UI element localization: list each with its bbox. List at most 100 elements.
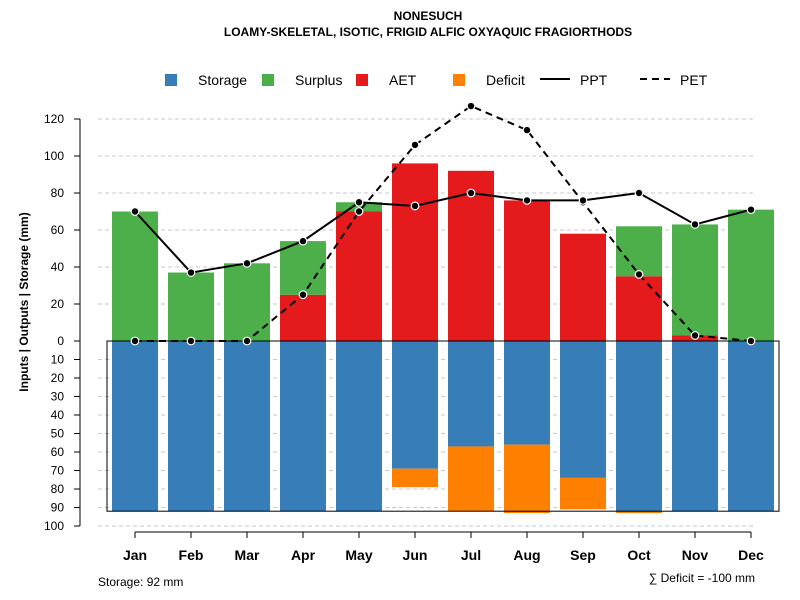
storage-bar-sep	[560, 341, 606, 478]
deficit-bar-aug	[504, 444, 550, 514]
bars	[106, 163, 780, 514]
aet-bar-aug	[504, 200, 550, 341]
legend-label-surplus: Surplus	[295, 72, 342, 88]
deficit-bar-jul	[448, 446, 494, 512]
ppt-point-jul	[466, 188, 476, 198]
y-tick-label: 60	[51, 445, 65, 459]
aet-bar-sep	[560, 233, 606, 341]
storage-bar-aug	[504, 341, 550, 445]
y-tick-label: 80	[51, 482, 65, 496]
pet-point-nov	[690, 331, 700, 340]
pet-point-jan	[130, 336, 140, 346]
ppt-point-jan	[130, 207, 140, 216]
storage-bar-feb	[168, 341, 214, 512]
ppt-line	[134, 191, 752, 274]
pet-point-dec	[746, 336, 756, 346]
x-tick-label-feb: Feb	[179, 547, 204, 563]
surplus-bar-dec	[728, 209, 774, 341]
y-axis-label: Inputs | Outputs | Storage (mm)	[17, 212, 31, 391]
surplus-bar-mar	[224, 263, 270, 341]
y-tick-label: 40	[51, 260, 65, 274]
legend-label-aet: AET	[389, 72, 417, 88]
storage-capacity-note: Storage: 92 mm	[98, 575, 183, 589]
y-tick-label: 0	[57, 334, 64, 348]
y-tick-label: 50	[51, 427, 65, 441]
ppt-point-sep	[578, 195, 588, 205]
y-tick-label: 60	[51, 223, 65, 237]
surplus-bar-jan	[112, 211, 158, 341]
pet-point-oct	[634, 270, 644, 279]
pet-line	[135, 104, 752, 342]
y-tick-label: 90	[51, 501, 65, 515]
pet-point-may	[354, 207, 364, 216]
ppt-point-mar	[242, 258, 252, 268]
surplus-bar-apr	[280, 241, 326, 295]
x-tick-label-dec: Dec	[738, 547, 764, 563]
aet-bar-may	[336, 211, 382, 341]
x-tick-label-aug: Aug	[513, 547, 540, 563]
deficit-total-note: ∑ Deficit = -100 mm	[649, 571, 755, 585]
x-tick-label-jul: Jul	[461, 547, 481, 563]
ppt-point-oct	[634, 188, 644, 198]
x-tick-label-jan: Jan	[123, 547, 147, 563]
ppt-point-feb	[186, 268, 196, 277]
surplus-bar-feb	[168, 272, 214, 341]
y-tick-label: 20	[51, 297, 65, 311]
x-tick-label-jun: Jun	[403, 547, 428, 563]
y-tick-label: 30	[51, 390, 65, 404]
x-tick-label-oct: Oct	[627, 547, 651, 563]
deficit-bar-jun	[392, 468, 438, 488]
legend: Storage Surplus AET Deficit PPT PET	[165, 72, 708, 88]
x-tick-label-apr: Apr	[291, 547, 316, 563]
pet-point-apr	[298, 290, 308, 300]
pet-point-mar	[242, 336, 252, 346]
x-tick-label-may: May	[345, 547, 372, 563]
legend-label-pet: PET	[680, 72, 708, 88]
pet-point-jun	[410, 140, 420, 150]
surplus-bar-nov	[672, 224, 718, 336]
pet-point-feb	[186, 336, 196, 346]
surplus-bar-may	[336, 202, 382, 212]
y-tick-label: 100	[44, 149, 64, 163]
storage-bar-jan	[112, 341, 158, 512]
storage-bar-jul	[448, 341, 494, 447]
aet-bar-jun	[392, 163, 438, 341]
legend-swatch-surplus	[262, 74, 274, 86]
storage-bar-mar	[224, 341, 270, 512]
pet-point-aug	[522, 125, 532, 135]
legend-swatch-deficit	[453, 74, 465, 86]
y-tick-label: 40	[51, 408, 65, 422]
storage-bar-nov	[672, 341, 718, 512]
y-tick-label: 80	[51, 186, 65, 200]
deficit-bar-oct	[616, 511, 662, 514]
legend-label-deficit: Deficit	[486, 72, 525, 88]
pet-point-jul	[466, 101, 476, 111]
ppt-point-aug	[522, 195, 532, 205]
aet-bar-oct	[616, 276, 662, 341]
aet-bar-apr	[280, 294, 326, 341]
y-tick-label: 120	[44, 112, 64, 126]
y-tick-label: 10	[51, 353, 65, 367]
legend-label-ppt: PPT	[580, 72, 608, 88]
y-tick-label: 20	[51, 371, 65, 385]
lines	[130, 101, 756, 346]
storage-bar-apr	[280, 341, 326, 512]
axes: 0 20 40 60 80 100 120 10 20 30 40 50 60 70 80 90 100 Jan F…	[44, 112, 764, 563]
x-tick-label-mar: Mar	[235, 547, 260, 563]
ppt-point-nov	[690, 220, 700, 229]
ppt-point-jun	[410, 201, 420, 211]
aet-bar-jul	[448, 170, 494, 341]
ppt-point-apr	[298, 236, 308, 246]
x-tick-label-nov: Nov	[682, 547, 709, 563]
chart-title: NONESUCH	[394, 9, 463, 23]
storage-bar-may	[336, 341, 382, 512]
y-tick-label: 100	[44, 519, 64, 533]
legend-label-storage: Storage	[198, 72, 247, 88]
storage-bar-jun	[392, 341, 438, 469]
ppt-point-dec	[746, 205, 756, 215]
storage-bar-oct	[616, 341, 662, 512]
ppt-point-may	[354, 197, 364, 207]
legend-swatch-aet	[356, 74, 368, 86]
deficit-bar-sep	[560, 477, 606, 510]
chart-subtitle: LOAMY-SKELETAL, ISOTIC, FRIGID ALFIC OXY…	[224, 25, 632, 39]
